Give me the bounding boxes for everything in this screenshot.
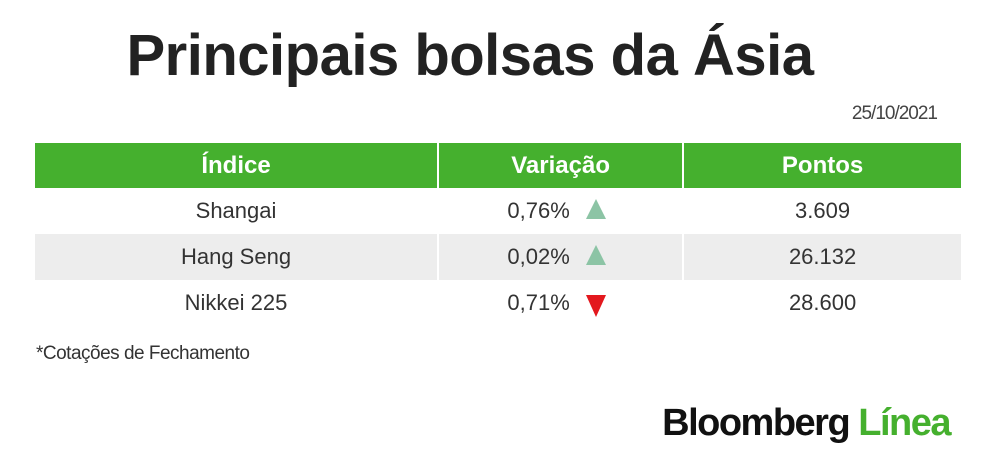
logo-brand: Bloomberg [662,402,851,444]
variation-value: 0,71% [507,290,570,315]
variation-value: 0,76% [507,198,570,223]
points-value: 28.600 [788,290,857,315]
variation-cell: 0,02% [438,234,685,280]
arrow-down-icon [585,295,606,317]
index-name: Hang Seng [35,234,440,280]
bloomberg-linea-logo: Bloomberg Línea [662,402,951,445]
index-name: Shangai [35,188,440,234]
arrow-up-icon [585,245,606,265]
header-index: Índice [35,143,440,188]
variation-value: 0,02% [507,244,570,269]
table-header-row: Índice Variação Pontos [35,143,961,188]
points-value: 3.609 [795,198,851,223]
table-row: Nikkei 225 0,71% 28.600 [35,280,961,326]
variation-cell: 0,71% [438,280,685,326]
table-row: Hang Seng 0,02% 26.132 [35,234,961,280]
asia-indices-table: Índice Variação Pontos Shangai 0,76% 3.6… [35,143,961,326]
header-variation: Variação [438,143,685,188]
page-title: Principais bolsas da Ásia [126,23,814,88]
arrow-up-icon [585,199,606,219]
table-row: Shangai 0,76% 3.609 [35,188,961,234]
logo-suffix: Línea [858,402,951,444]
date-label: 25/10/2021 [851,103,938,124]
index-name: Nikkei 225 [35,280,440,326]
footnote: *Cotações de Fechamento [36,343,250,364]
header-points: Pontos [683,143,961,188]
variation-cell: 0,76% [438,188,685,234]
points-value: 26.132 [683,234,961,280]
